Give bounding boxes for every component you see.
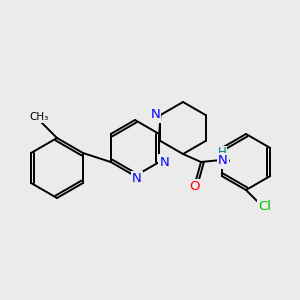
Text: N: N bbox=[132, 172, 142, 185]
Text: O: O bbox=[190, 181, 200, 194]
Text: CH₃: CH₃ bbox=[29, 112, 49, 122]
Text: N: N bbox=[159, 155, 169, 169]
Text: N: N bbox=[151, 109, 160, 122]
Text: N: N bbox=[218, 154, 228, 167]
Text: H: H bbox=[218, 146, 226, 160]
Text: Cl: Cl bbox=[259, 200, 272, 212]
